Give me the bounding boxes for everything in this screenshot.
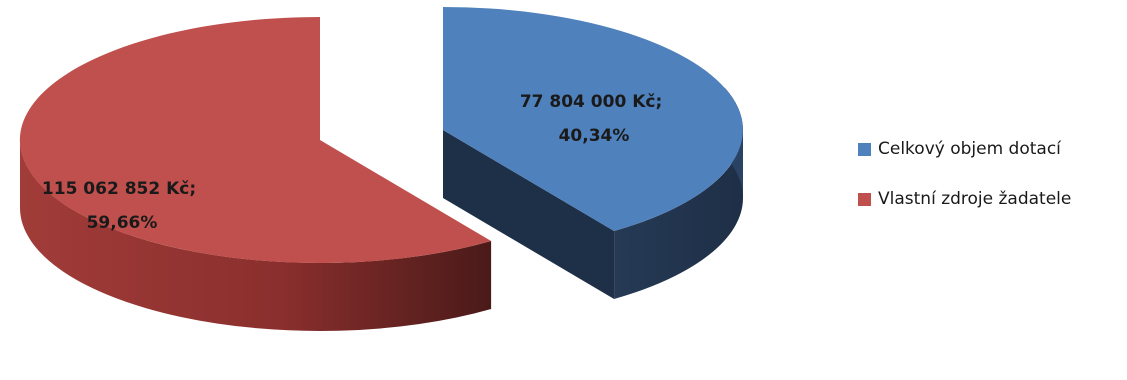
slice-celkovy-objem-dotaci bbox=[443, 7, 743, 299]
slice-vlastni-zdroje-zadatele bbox=[19, 16, 492, 331]
legend-label-blue: Celkový objem dotací bbox=[878, 139, 1061, 159]
legend-swatch-blue bbox=[858, 142, 871, 156]
pie-chart: 77 804 000 Kč; 40,34% 115 062 852 Kč; 59… bbox=[19, 7, 743, 331]
data-label-blue-percent: 40,34% bbox=[559, 126, 630, 146]
legend-item-red: Vlastní zdroje žadatele bbox=[858, 185, 1071, 213]
legend-label-red: Vlastní zdroje žadatele bbox=[878, 189, 1072, 209]
blue-slice-top bbox=[443, 7, 743, 231]
data-label-red-percent: 59,66% bbox=[87, 213, 158, 233]
data-label-red-value: 115 062 852 Kč; bbox=[42, 179, 196, 199]
blue-slice-side bbox=[614, 130, 743, 299]
data-label-blue: 77 804 000 Kč; 40,34% bbox=[520, 92, 668, 146]
legend: Celkový objem dotací Vlastní zdroje žada… bbox=[858, 135, 1071, 235]
blue-slice-cut-face bbox=[443, 130, 615, 299]
legend-item-blue: Celkový objem dotací bbox=[858, 135, 1071, 163]
legend-swatch-red bbox=[858, 192, 871, 206]
data-label-red: 115 062 852 Kč; 59,66% bbox=[42, 179, 202, 233]
data-label-blue-value: 77 804 000 Kč; bbox=[520, 92, 662, 112]
red-slice-side bbox=[20, 140, 492, 331]
red-slice-top bbox=[19, 16, 492, 263]
